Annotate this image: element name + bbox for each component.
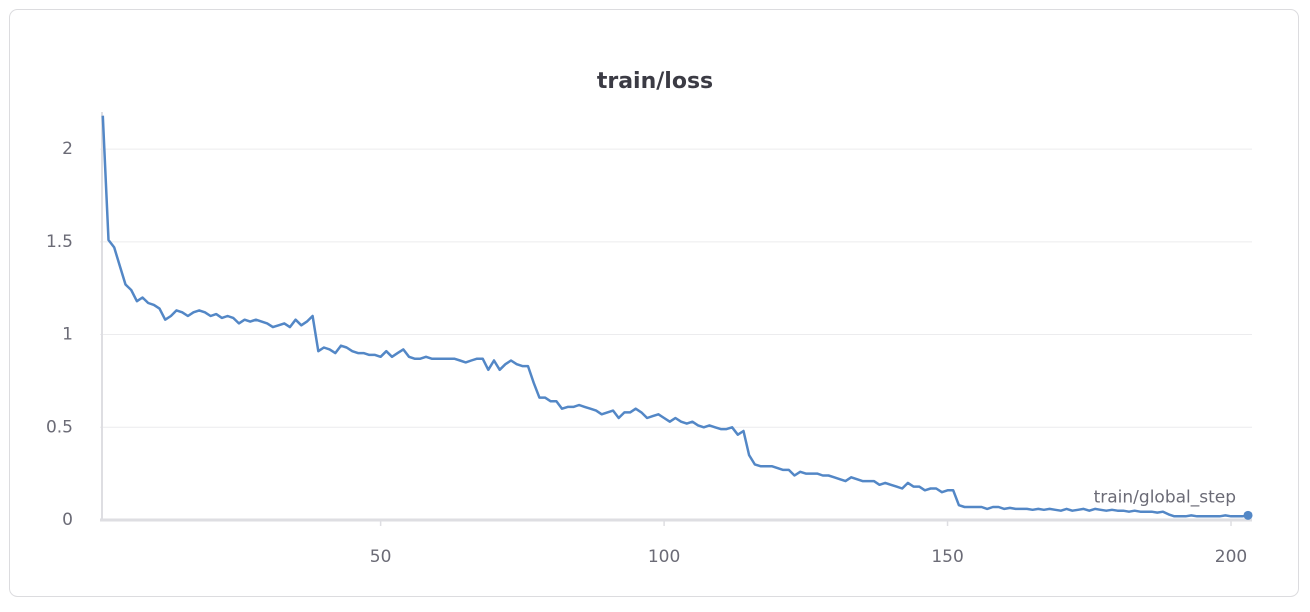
y-tick-label: 1 [62, 325, 73, 345]
loss-line [101, 115, 1249, 518]
series-label: train/global_step [1094, 487, 1236, 507]
x-tick-label: 200 [1215, 547, 1247, 567]
chart-title: train/loss [597, 69, 713, 94]
y-tick-label: 2 [62, 139, 73, 159]
y-tick-label: 1.5 [46, 232, 73, 252]
y-tick-label: 0 [62, 510, 73, 530]
card [9, 9, 1299, 597]
x-tick-label: 150 [931, 547, 963, 567]
x-tick-label: 100 [648, 547, 680, 567]
x-tick-label: 50 [370, 547, 392, 567]
y-tick-label: 0.5 [46, 417, 73, 437]
end-point [1243, 510, 1253, 520]
